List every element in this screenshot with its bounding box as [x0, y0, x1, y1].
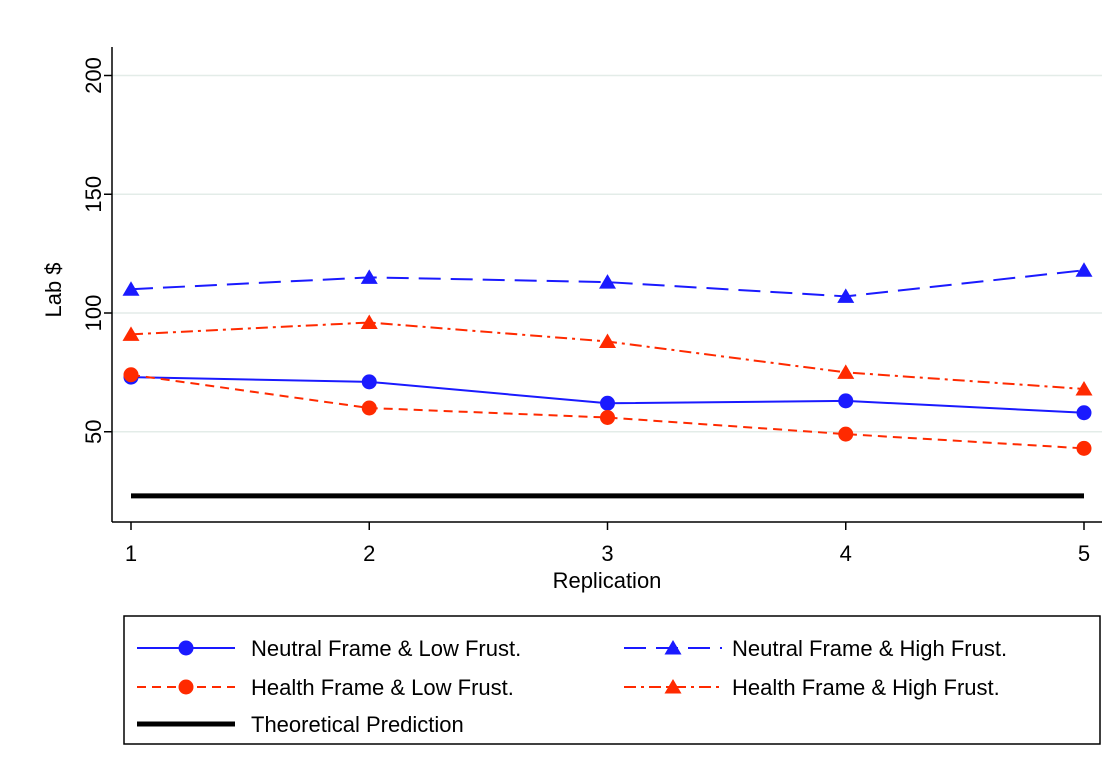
x-axis-title: Replication	[553, 568, 662, 593]
data-point	[122, 281, 140, 296]
legend-marker	[664, 640, 682, 655]
y-tick-label: 50	[81, 420, 106, 444]
legend: Neutral Frame & Low Frust. Neutral Frame …	[123, 615, 1101, 745]
data-point	[600, 410, 615, 425]
legend-item: Theoretical Prediction	[137, 712, 464, 737]
legend-marker	[664, 679, 682, 694]
plot-area	[122, 262, 1093, 499]
series-neutral-frame-high-frust	[122, 262, 1093, 303]
y-tick-label: 150	[81, 176, 106, 213]
series-health-frame-low-frust	[123, 367, 1092, 456]
legend-label: Health Frame & Low Frust.	[251, 675, 514, 700]
data-point	[1076, 440, 1092, 456]
legend-item: Neutral Frame & High Frust.	[624, 636, 1007, 661]
legend-label: Health Frame & High Frust.	[732, 675, 1000, 700]
data-point	[123, 367, 139, 383]
data-point	[838, 393, 854, 409]
x-tick-label: 2	[363, 541, 375, 566]
legend-label: Neutral Frame & Low Frust.	[251, 636, 521, 661]
data-point	[361, 400, 377, 416]
legend-item: Neutral Frame & Low Frust.	[137, 636, 521, 661]
data-point	[1075, 381, 1093, 396]
x-tick-label: 1	[125, 541, 137, 566]
legend-item: Health Frame & Low Frust.	[137, 675, 514, 700]
legend-label: Neutral Frame & High Frust.	[732, 636, 1007, 661]
data-point	[599, 274, 616, 289]
data-point	[360, 314, 378, 329]
data-point	[1075, 262, 1093, 277]
y-axis-title: Lab $	[41, 262, 66, 317]
y-ticks: 50 100 150 200	[81, 57, 112, 444]
data-point	[838, 426, 854, 442]
x-ticks: 1 2 3 4 5	[125, 522, 1090, 566]
y-tick-label: 200	[81, 57, 106, 94]
x-tick-label: 4	[840, 541, 852, 566]
data-point	[837, 288, 855, 303]
data-point	[600, 395, 615, 411]
data-point	[122, 326, 140, 341]
x-tick-label: 3	[601, 541, 613, 566]
series-health-frame-high-frust	[122, 314, 1093, 396]
legend-marker	[178, 679, 194, 695]
data-point	[1076, 405, 1092, 421]
series-line	[130, 373, 1085, 450]
y-tick-label: 100	[81, 295, 106, 332]
legend-label: Theoretical Prediction	[251, 712, 464, 737]
legend-item: Health Frame & High Frust.	[624, 675, 1000, 700]
data-point	[837, 364, 855, 379]
gridlines	[112, 74, 1102, 433]
legend-marker	[178, 640, 194, 656]
x-tick-label: 5	[1078, 541, 1090, 566]
legend-box	[123, 615, 1101, 745]
data-point	[360, 269, 378, 284]
data-point	[361, 374, 377, 390]
data-point	[599, 333, 616, 348]
